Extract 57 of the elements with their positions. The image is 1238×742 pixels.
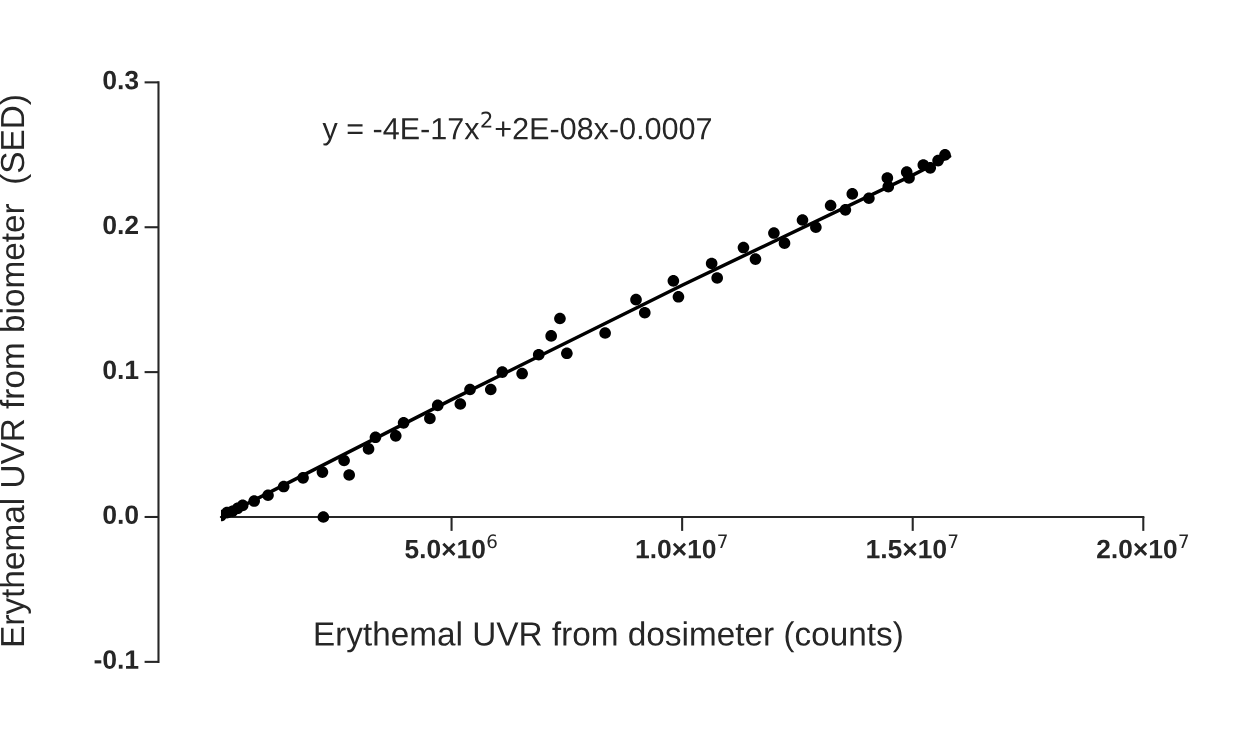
x-axis-title: Erythemal UVR from dosimeter (counts)	[315, 621, 902, 653]
point	[248, 495, 260, 507]
point	[496, 366, 509, 378]
x-tick-label: 5.0×10$^{6}$	[405, 534, 497, 559]
point	[397, 417, 410, 429]
y-axis-title: Erythemal UVR from biometer (SED)	[0, 96, 31, 646]
point	[705, 257, 718, 270]
point	[711, 272, 723, 284]
point	[924, 162, 937, 174]
point	[667, 275, 680, 287]
point	[464, 383, 476, 396]
point	[236, 499, 249, 512]
point	[778, 237, 791, 249]
x-tick-label: 1.0×10$^{7}$	[636, 534, 727, 559]
point	[839, 204, 852, 216]
point	[297, 472, 309, 484]
y-tick-label: 0.2	[103, 215, 138, 235]
point	[882, 180, 895, 193]
point	[369, 431, 382, 444]
point	[554, 312, 566, 325]
x-tick-label: 2.0×10$^{7}$	[1097, 534, 1189, 559]
point	[768, 227, 780, 239]
point	[846, 188, 859, 200]
y-tick-label: 0.1	[103, 360, 139, 380]
point	[516, 367, 528, 380]
point	[338, 454, 350, 467]
point	[796, 214, 809, 226]
point	[317, 511, 330, 523]
point	[749, 253, 762, 265]
point	[824, 199, 837, 212]
point	[561, 347, 573, 360]
point	[545, 330, 557, 342]
point	[424, 412, 436, 425]
y-tick-label: 0.3	[103, 70, 139, 90]
point	[431, 399, 444, 412]
point	[362, 443, 375, 455]
y-tick-label: 0.0	[103, 505, 138, 525]
point	[277, 480, 290, 493]
point	[638, 306, 651, 319]
point	[389, 430, 402, 442]
point	[630, 293, 642, 306]
x-tick-label: 1.5×10$^{7}$	[867, 534, 958, 559]
point	[316, 466, 329, 478]
point	[672, 290, 685, 303]
point	[343, 469, 355, 481]
point	[903, 172, 915, 184]
point	[599, 327, 611, 339]
point	[810, 221, 822, 234]
point	[532, 348, 545, 361]
point	[262, 489, 274, 502]
annotation: y = -4E-17x$^{2}$+2E-08x-0.0007	[322, 111, 712, 146]
y-tick-label: -0.1	[94, 650, 139, 669]
point	[454, 398, 467, 410]
point	[484, 383, 497, 396]
point	[863, 192, 875, 205]
point	[737, 241, 750, 254]
point	[939, 148, 951, 161]
